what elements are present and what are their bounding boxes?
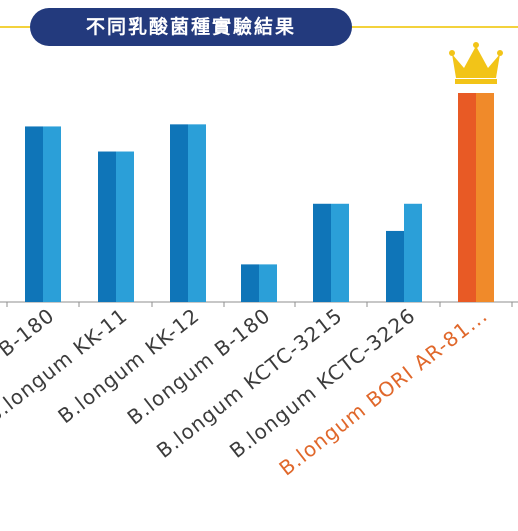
bar-right — [331, 203, 349, 302]
bar-left — [386, 230, 404, 302]
bar-right — [476, 93, 494, 302]
title-rule-left — [0, 26, 30, 28]
bar-left — [241, 264, 259, 302]
bar-right — [404, 203, 422, 302]
crown-jewel — [449, 50, 455, 56]
bar-left — [25, 126, 43, 302]
bar-left — [170, 124, 188, 302]
category-label: B-180 — [0, 303, 59, 361]
bar-left — [313, 203, 331, 302]
bar-left — [458, 93, 476, 302]
crown-body — [452, 46, 500, 78]
bar-right — [116, 151, 134, 302]
crown-band — [455, 79, 497, 84]
crown-jewel — [473, 42, 479, 48]
title-rule-right — [352, 26, 518, 28]
bar-right — [259, 264, 277, 302]
bar-right — [188, 124, 206, 302]
bar-right — [43, 126, 61, 302]
crown-icon — [449, 42, 503, 84]
chart-title: 不同乳酸菌種實驗結果 — [30, 8, 352, 46]
crown-jewel — [497, 50, 503, 56]
bar-left — [98, 151, 116, 302]
